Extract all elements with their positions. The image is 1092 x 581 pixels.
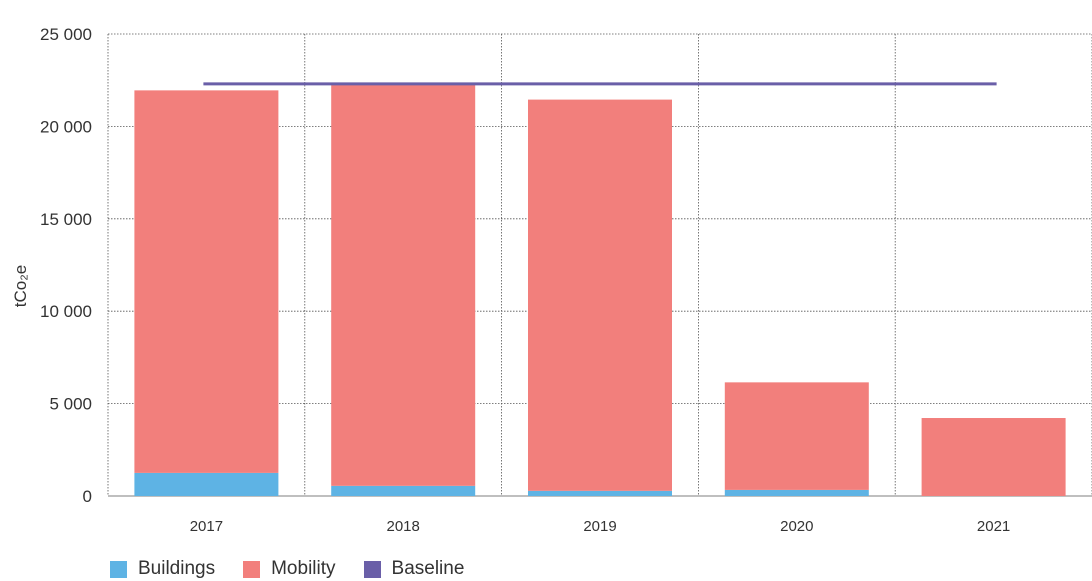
x-tick-label-2019: 2019: [583, 518, 616, 535]
x-axis-ticks: 2017 2018 2019 2020 2021: [190, 518, 1011, 535]
y-tick-label-4: 20 000: [40, 117, 92, 136]
legend-item-baseline: Baseline: [363, 558, 465, 580]
legend-item-mobility: Mobility: [243, 558, 336, 580]
y-tick-label-3: 15 000: [40, 210, 92, 229]
y-tick-label-2: 10 000: [40, 302, 92, 321]
bar-mobility-2021: [921, 418, 1066, 496]
legend-label-buildings: Buildings: [138, 558, 216, 579]
legend-swatch-mobility: [243, 560, 261, 578]
legend: Buildings Mobility Baseline: [110, 558, 492, 580]
y-tick-label-1: 5 000: [49, 395, 92, 414]
legend-item-buildings: Buildings: [110, 558, 215, 580]
bar-buildings-2020: [724, 489, 869, 496]
y-axis-ticks: 0 5 000 10 000 15 000 20 000 25 000: [40, 25, 92, 506]
bars: [134, 83, 1066, 496]
bar-mobility-2019: [528, 99, 672, 491]
x-tick-label-2017: 2017: [190, 518, 223, 535]
y-tick-label-5: 25 000: [40, 25, 92, 44]
bar-buildings-2018: [331, 485, 476, 496]
bar-mobility-2017: [134, 90, 279, 473]
y-axis-title: tCo₂e: [11, 265, 30, 308]
x-tick-label-2020: 2020: [780, 518, 813, 535]
legend-label-mobility: Mobility: [271, 558, 336, 579]
bar-buildings-2017: [134, 472, 279, 496]
x-tick-label-2021: 2021: [977, 518, 1010, 535]
legend-label-baseline: Baseline: [391, 558, 465, 579]
y-tick-label-0: 0: [83, 487, 92, 506]
x-tick-label-2018: 2018: [387, 518, 420, 535]
bar-mobility-2018: [331, 83, 476, 486]
legend-swatch-baseline: [363, 560, 381, 578]
bar-mobility-2020: [724, 382, 869, 490]
legend-swatch-buildings: [110, 560, 127, 578]
bar-buildings-2019: [528, 490, 672, 496]
